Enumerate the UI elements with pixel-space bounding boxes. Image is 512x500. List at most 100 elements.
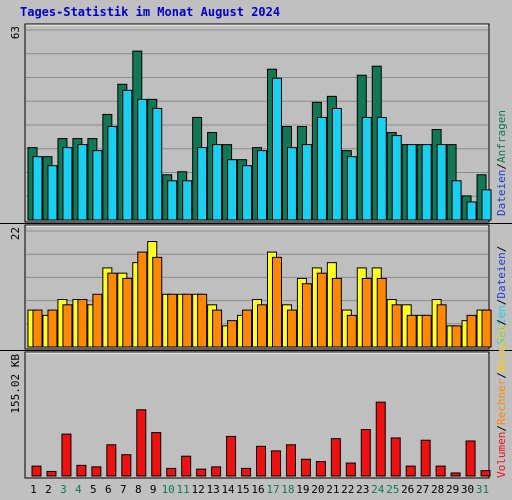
panel-visits: 22: [9, 224, 492, 350]
rechner-bar: [182, 293, 193, 348]
legend-item: Rechner: [495, 378, 508, 425]
day-axis: 1 2 3 4 5 6 7 8 9 10 11 12 13 14 15 16 17 18 19 20 21 22 23 24 2…: [30, 483, 489, 496]
rechner-bar: [92, 293, 103, 348]
legend-item: /: [495, 425, 508, 432]
series-volumen: [31, 401, 491, 477]
rechner-bar: [436, 304, 447, 348]
dateien-bar: [167, 180, 178, 221]
volumen-bar: [270, 450, 281, 477]
day-label: 22: [341, 483, 354, 496]
volumen-bar: [31, 465, 42, 477]
rechner-bar: [62, 304, 73, 348]
dateien-bar: [257, 150, 268, 221]
dateien-bar: [361, 116, 372, 221]
day-label: 4: [75, 483, 82, 496]
legend-requests: Dateien/Anfragen: [495, 110, 508, 216]
volumen-bar: [106, 444, 117, 477]
dateien-bar: [271, 77, 282, 221]
rechner-bar: [32, 309, 43, 348]
dateien-bar: [182, 180, 193, 221]
rechner-bar: [242, 309, 253, 348]
rechner-bar: [376, 277, 387, 348]
dateien-bar: [286, 147, 297, 221]
day-label: 20: [311, 483, 324, 496]
dateien-bar: [406, 144, 417, 221]
rechner-bar: [451, 325, 462, 348]
day-label: 7: [120, 483, 127, 496]
day-label: 12: [192, 483, 205, 496]
volumen-bar: [46, 470, 57, 477]
rechner-bar: [346, 314, 357, 348]
volumen-bar: [435, 465, 446, 477]
legend-item: Volumen: [495, 432, 508, 478]
volumen-bar: [420, 439, 431, 477]
day-label: 2: [45, 483, 52, 496]
day-label: 25: [386, 483, 399, 496]
day-label: 29: [446, 483, 459, 496]
legend-item: /: [495, 319, 508, 326]
volumen-bar: [61, 433, 72, 477]
volumen-bar: [330, 438, 341, 477]
day-label: 8: [135, 483, 142, 496]
volumen-bar: [181, 455, 192, 477]
volumen-bar: [151, 432, 162, 477]
volumen-bar: [450, 472, 461, 477]
dateien-bar: [242, 165, 253, 221]
rechner-bar: [481, 309, 492, 348]
legend-item: /: [495, 246, 508, 253]
day-label: 30: [461, 483, 474, 496]
legend-item: /: [495, 299, 508, 306]
day-label: 23: [356, 483, 369, 496]
day-label: 10: [162, 483, 175, 496]
dateien-bar: [451, 180, 462, 221]
day-label: 28: [431, 483, 444, 496]
rechner-bar: [122, 277, 133, 348]
legend-visits: Seiten/Dateien/: [495, 246, 508, 345]
dateien-bar: [466, 201, 477, 221]
day-label: 5: [90, 483, 97, 496]
legend-item: Dateien: [495, 252, 508, 298]
legend-item: Dateien: [495, 170, 508, 216]
dateien-bar: [421, 144, 432, 221]
dateien-bar: [32, 156, 43, 221]
dateien-bar: [316, 116, 327, 221]
rechner-bar: [152, 256, 163, 348]
dateien-bar: [212, 144, 223, 221]
dateien-bar: [47, 165, 58, 221]
day-label: 27: [416, 483, 429, 496]
rechner-bar: [271, 256, 282, 348]
series-dateien: [32, 77, 492, 221]
rechner-bar: [212, 309, 223, 348]
rechner-bar: [466, 314, 477, 348]
day-label: 14: [221, 483, 235, 496]
rechner-bar: [167, 293, 178, 348]
day-label: 13: [206, 483, 219, 496]
day-label: 3: [60, 483, 67, 496]
volumen-bar: [465, 440, 476, 477]
volumen-bar: [480, 470, 491, 477]
volumen-bar: [136, 409, 147, 477]
volumen-bar: [91, 466, 102, 477]
volumen-bar: [121, 454, 132, 477]
legend-item: Seiten: [495, 305, 508, 345]
volumen-bar: [226, 435, 237, 477]
volumen-bar: [285, 444, 296, 477]
dateien-bar: [376, 116, 387, 221]
chart-panels: 63 22 155.02 KB: [0, 23, 512, 479]
volumen-bar: [256, 445, 267, 477]
rechner-bar: [77, 299, 88, 348]
dateien-bar: [227, 159, 238, 221]
dateien-bar: [107, 126, 118, 221]
rechner-bar: [301, 283, 312, 348]
volumen-bar: [390, 437, 401, 477]
volumen-bar: [315, 461, 326, 477]
day-label: 17: [266, 483, 279, 496]
day-label: 26: [401, 483, 414, 496]
dateien-bar: [331, 107, 342, 221]
day-label: 1: [30, 483, 37, 496]
volumen-bar: [360, 429, 371, 477]
rechner-bar: [421, 314, 432, 348]
dateien-bar: [62, 147, 73, 221]
volumen-bar: [196, 468, 207, 477]
